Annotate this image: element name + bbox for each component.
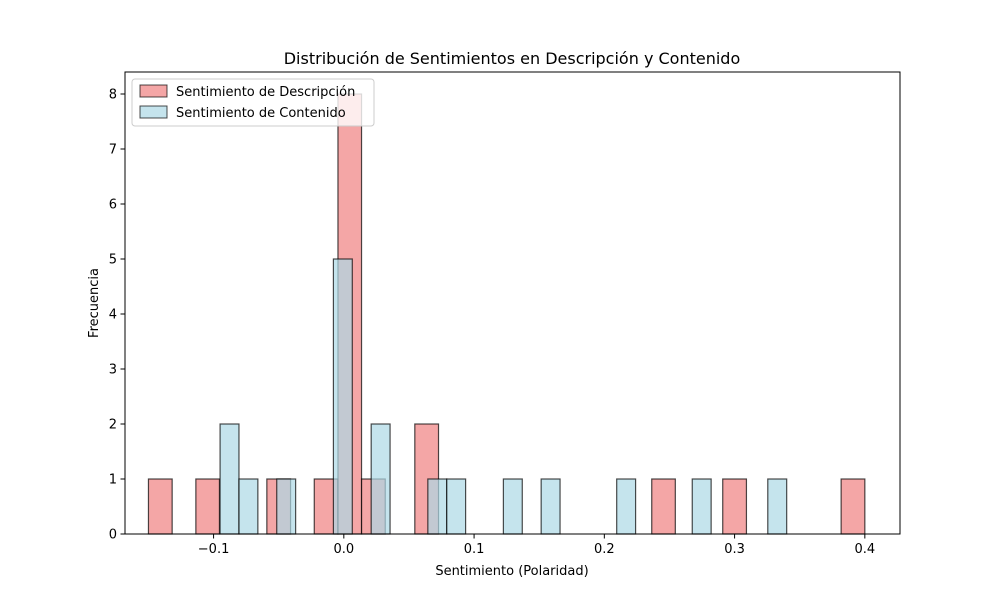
plot-frame (124, 71, 901, 535)
x-tick-label: 0.3 (724, 542, 745, 557)
bar-contenido-0 (219, 423, 240, 535)
legend: Sentimiento de Descripción Sentimiento d… (131, 78, 375, 127)
x-axis-label: Sentimiento (Polaridad) (435, 564, 588, 579)
bar-descripcion-1 (195, 478, 221, 535)
bar-contenido-5 (427, 478, 448, 535)
bar-descripcion-8 (722, 478, 748, 535)
bar-descripcion-7 (651, 478, 676, 535)
legend-frame (131, 78, 375, 127)
bar-contenido-3 (332, 258, 353, 535)
legend-label-descripcion: Sentimiento de Descripción (176, 85, 355, 100)
y-tick-label: 1 (109, 473, 117, 488)
bar-descripcion-0 (147, 478, 173, 535)
y-axis: 0 1 2 3 4 5 6 7 8 (109, 88, 125, 543)
bar-contenido-11 (767, 478, 788, 535)
y-tick-label: 7 (109, 143, 117, 158)
legend-swatch-contenido (139, 105, 168, 119)
chart-title: Distribución de Sentimientos en Descripc… (284, 49, 741, 68)
bar-contenido-2 (276, 478, 297, 535)
y-tick-label: 8 (109, 88, 117, 103)
y-tick-label: 2 (109, 418, 117, 433)
y-tick-label: 0 (109, 528, 117, 543)
bar-contenido-1 (238, 478, 259, 535)
y-tick-label: 4 (109, 308, 117, 323)
bar-contenido-9 (616, 478, 637, 535)
legend-label-contenido: Sentimiento de Contenido (176, 106, 346, 121)
bar-contenido-8 (540, 478, 561, 535)
x-tick-label: 0.0 (333, 542, 354, 557)
y-tick-label: 5 (109, 253, 117, 268)
y-tick-label: 6 (109, 198, 117, 213)
y-tick-label: 3 (109, 363, 117, 378)
x-tick-label: 0.2 (594, 542, 615, 557)
x-tick-label: 0.1 (464, 542, 485, 557)
bars-layer (147, 93, 866, 535)
bar-descripcion-9 (840, 478, 866, 535)
bar-contenido-6 (446, 478, 467, 535)
bar-contenido-7 (502, 478, 523, 535)
bar-contenido-10 (691, 478, 712, 535)
legend-swatch-descripcion (139, 84, 168, 98)
y-axis-label: Frecuencia (87, 268, 102, 338)
bar-contenido-4 (370, 423, 391, 535)
x-tick-label: 0.4 (854, 542, 875, 557)
x-axis: −0.1 0.0 0.1 0.2 0.3 0.4 (198, 534, 875, 557)
x-tick-label: −0.1 (198, 542, 230, 557)
